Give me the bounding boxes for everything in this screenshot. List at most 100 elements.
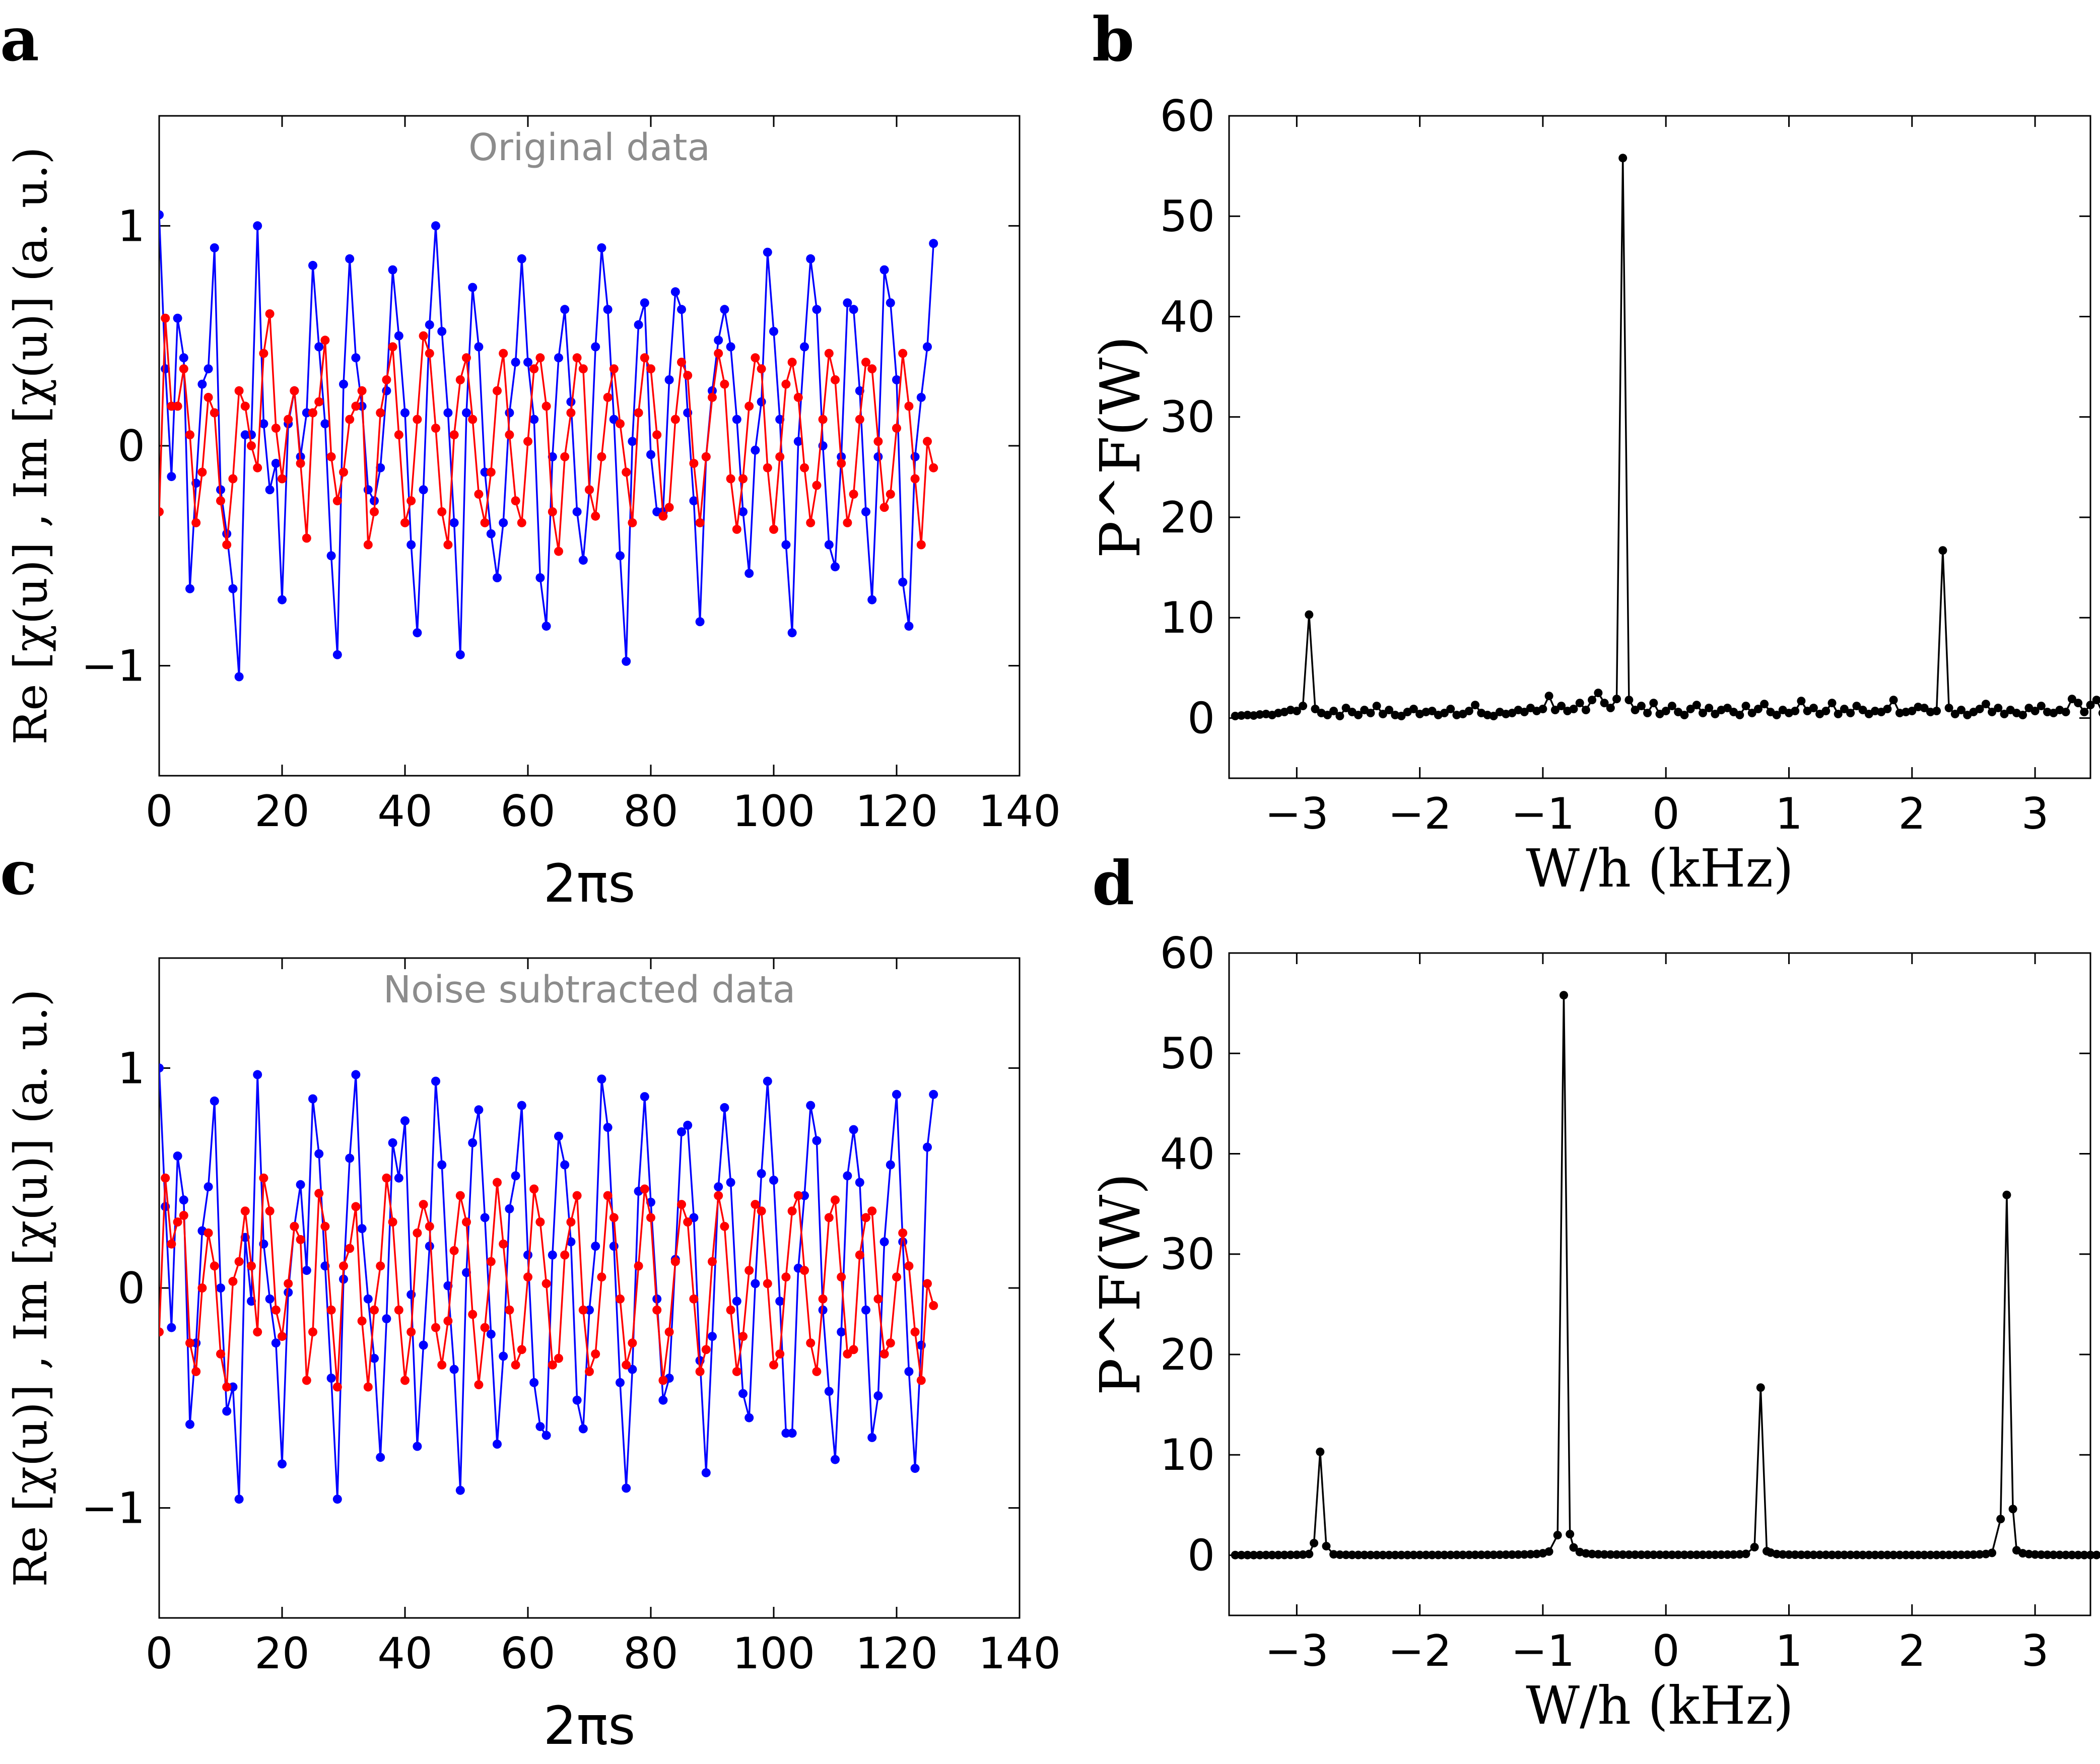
spectrum-point xyxy=(1569,1543,1578,1552)
series-im-point xyxy=(505,430,514,440)
series-re-point xyxy=(278,595,287,604)
spectrum-point xyxy=(1944,1550,1953,1559)
y-axis-label: Re [χ(u)] , Im [χ(u)] (a. u.) xyxy=(5,989,57,1587)
series-re-point xyxy=(849,305,858,314)
series-im-point xyxy=(296,458,305,468)
series-im-point xyxy=(535,353,545,363)
series-re-point xyxy=(591,1242,600,1251)
series-im-point xyxy=(701,452,711,461)
spectrum-point xyxy=(1735,1550,1744,1559)
series-im-point xyxy=(892,1272,901,1282)
spectrum-point xyxy=(1797,697,1806,706)
spectrum-point xyxy=(1944,704,1953,712)
series-re-point xyxy=(480,1213,490,1223)
series-im-point xyxy=(185,430,194,440)
series-re-point xyxy=(247,430,256,440)
series-im xyxy=(159,309,938,556)
series-im-point xyxy=(916,1376,926,1385)
series-re-point xyxy=(843,1171,852,1181)
spectrum-point xyxy=(1643,1550,1652,1559)
series-im-point xyxy=(308,408,317,418)
x-tick-label: −1 xyxy=(1511,1626,1575,1676)
spectrum-point xyxy=(1612,1550,1621,1559)
series-re-point xyxy=(578,556,588,565)
series-im-point xyxy=(345,415,355,424)
spectrum-point xyxy=(1686,1550,1695,1559)
spectrum-point xyxy=(1741,1549,1750,1558)
spectrum-point xyxy=(1471,701,1480,710)
spectrum-point xyxy=(1914,1550,1923,1559)
series-im-point xyxy=(357,386,367,395)
series-im-point xyxy=(179,364,188,374)
series-im-point xyxy=(849,1345,858,1354)
series-re-point xyxy=(253,221,262,231)
spectrum-point xyxy=(1889,696,1898,705)
series-re-point xyxy=(800,342,809,352)
series-re-point xyxy=(302,1266,311,1275)
series-im-point xyxy=(744,1266,754,1275)
x-tick-label: 2 xyxy=(1898,789,1926,839)
series-re-point xyxy=(511,1171,520,1181)
series-re-point xyxy=(849,1125,858,1134)
series-re-point xyxy=(179,353,188,363)
series-re-point xyxy=(812,305,822,314)
series-im-point xyxy=(425,349,434,358)
series-im-point xyxy=(806,1338,816,1348)
y-tick-label: 0 xyxy=(1187,1530,1215,1581)
spectrum-point xyxy=(1415,1550,1425,1559)
series-im-point xyxy=(763,463,772,472)
spectrum-point xyxy=(2000,710,2009,718)
series-re-line xyxy=(159,215,934,678)
series-im-point xyxy=(585,485,594,495)
series-im-point xyxy=(191,1367,201,1376)
series-re-point xyxy=(320,419,330,429)
series-im-point xyxy=(326,1305,336,1315)
y-axis-label: P^F(W) xyxy=(1088,1173,1153,1395)
y-tick-label: 0 xyxy=(1187,693,1215,743)
series-re-point xyxy=(634,320,643,329)
spectrum-point xyxy=(1883,705,1892,713)
series-im-point xyxy=(904,1261,914,1271)
series-re-point xyxy=(407,540,416,550)
series-im-point xyxy=(578,364,588,374)
series-re-point xyxy=(345,1154,355,1163)
series-im-point xyxy=(670,1257,680,1266)
series-im-point xyxy=(247,1261,256,1271)
spectrum-point xyxy=(1397,712,1406,720)
series-re-point xyxy=(806,1101,816,1110)
spectrum-point xyxy=(1729,1550,1738,1559)
series-re-point xyxy=(677,1127,686,1136)
series-re-point xyxy=(159,1063,164,1073)
series-im-point xyxy=(332,1382,342,1392)
series-im-point xyxy=(861,358,870,367)
spectrum-point xyxy=(1255,1550,1264,1559)
spectrum-point xyxy=(1569,705,1578,713)
spectrum-point xyxy=(1292,1550,1301,1559)
series-im-point xyxy=(837,458,846,468)
series-im-point xyxy=(351,1202,361,1211)
x-tick-label: 1 xyxy=(1775,1626,1803,1676)
series-re-point xyxy=(523,358,532,367)
series-re-point xyxy=(493,1440,502,1449)
spectrum-point xyxy=(1821,1550,1831,1559)
spectrum-point xyxy=(1803,1550,1812,1559)
series-im-point xyxy=(923,437,932,446)
series-re-point xyxy=(278,1459,287,1469)
series-im-point xyxy=(529,364,539,374)
series-re-point xyxy=(437,326,447,336)
spectrum-point xyxy=(1581,1549,1590,1558)
spectrum-point xyxy=(1299,702,1308,710)
series-re-point xyxy=(708,1332,717,1341)
spectrum-point xyxy=(1747,709,1756,717)
spectrum-point xyxy=(1452,1550,1461,1559)
series-im-point xyxy=(867,364,877,374)
series-im-point xyxy=(493,1178,502,1187)
series-im-point xyxy=(204,392,213,402)
spectrum-point xyxy=(1341,1550,1350,1559)
series-im-point xyxy=(652,1305,662,1315)
series-re-point xyxy=(886,298,895,308)
series-re-point xyxy=(886,1160,895,1170)
series-re-point xyxy=(413,628,422,638)
series-im-point xyxy=(855,415,864,424)
